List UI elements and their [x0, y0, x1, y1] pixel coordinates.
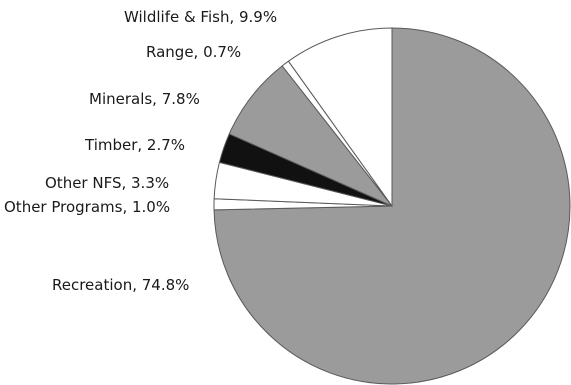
pie-slice-wildlife-fish — [287, 27, 393, 208]
label-other-programs: Other Programs, 1.0% — [4, 198, 171, 216]
label-other-nfs: Other NFS, 3.3% — [45, 174, 170, 192]
label-timber: Timber, 2.7% — [85, 136, 186, 154]
label-minerals: Minerals, 7.8% — [89, 90, 200, 108]
label-wildlife-fish: Wildlife & Fish, 9.9% — [124, 8, 278, 26]
pie-slice-recreation — [213, 27, 571, 385]
label-recreation: Recreation, 74.8% — [52, 276, 190, 294]
label-range: Range, 0.7% — [146, 43, 242, 61]
